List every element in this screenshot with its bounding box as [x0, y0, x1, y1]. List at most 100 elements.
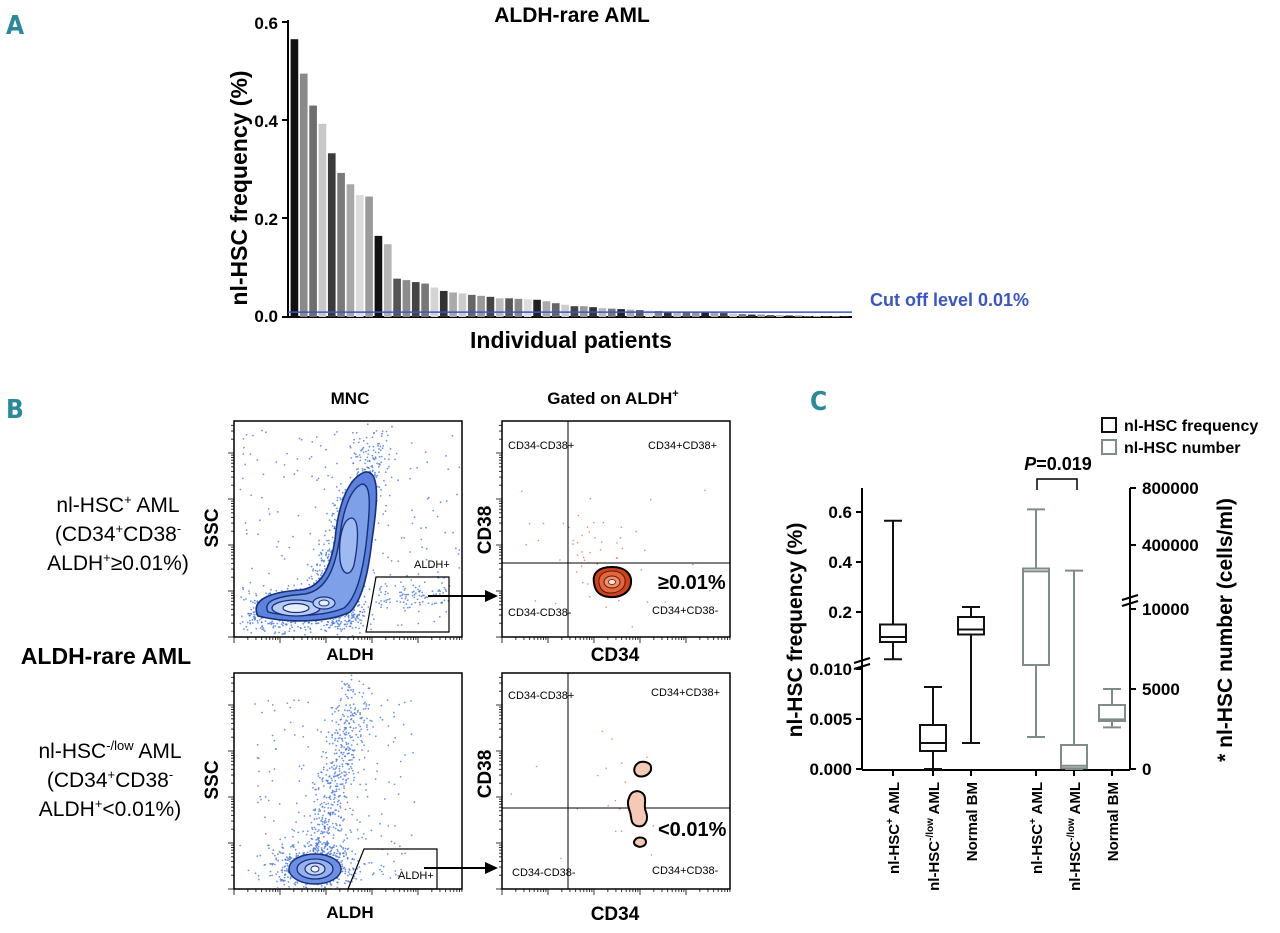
- b-event-dot: [346, 620, 348, 623]
- b-event-dot: [607, 804, 609, 807]
- b-event-dot: [401, 594, 403, 597]
- b-event-dot: [445, 560, 448, 563]
- b-event-dot: [313, 832, 316, 834]
- b-event-dot: [357, 837, 360, 840]
- b-event-dot: [270, 588, 272, 591]
- b-event-dot: [276, 511, 279, 513]
- a-bar: [719, 313, 728, 317]
- b-event-dot: [271, 622, 273, 625]
- b-event-dot: [367, 687, 370, 690]
- c-y-axis-right-label: * nl-HSC number (cells/ml): [1214, 498, 1237, 762]
- b-event-dot: [361, 836, 363, 839]
- b-event-dot: [368, 862, 371, 864]
- b-event-dot: [384, 471, 387, 473]
- b-event-dot: [329, 893, 331, 895]
- b-event-dot: [377, 522, 380, 524]
- b-event-dot: [291, 828, 294, 831]
- b-event-dot: [331, 734, 334, 736]
- b-event-dot: [378, 594, 380, 597]
- b-event-dot: [300, 583, 303, 585]
- b-event-dot: [369, 719, 372, 722]
- b-event-dot: [336, 625, 339, 628]
- b-event-dot: [242, 588, 245, 591]
- b-event-dot: [244, 522, 247, 524]
- b-event-dot: [298, 437, 301, 440]
- b-event-dot: [400, 581, 402, 583]
- b-event-dot: [245, 529, 248, 531]
- b-arrow-top-head: [485, 590, 498, 602]
- b-event-dot: [273, 709, 276, 712]
- a-bar: [561, 304, 569, 317]
- b-event-dot: [602, 521, 605, 524]
- b-event-dot: [458, 549, 461, 551]
- b-event-dot: [329, 785, 332, 788]
- b-event-dot: [387, 825, 390, 827]
- b-event-dot: [345, 636, 348, 637]
- b-event-dot: [426, 498, 429, 500]
- b-event-dot: [370, 862, 373, 864]
- b-event-dot: [312, 570, 314, 572]
- b-event-dot: [281, 871, 284, 873]
- b-event-dot: [354, 853, 357, 855]
- b-event-dot: [244, 463, 247, 466]
- b-event-dot: [388, 494, 391, 497]
- b-event-dot: [377, 465, 380, 468]
- b-event-dot: [359, 711, 361, 714]
- b-event-dot: [308, 577, 311, 579]
- b-event-dot: [350, 674, 353, 677]
- b-event-dot: [374, 735, 377, 738]
- b-event-dot: [341, 680, 343, 683]
- b-event-dot: [322, 814, 324, 817]
- b-event-dot: [390, 476, 393, 479]
- panel-a-letter: A: [6, 11, 24, 41]
- b-event-dot: [319, 551, 322, 554]
- b-event-dot: [357, 621, 360, 624]
- b-event-dot: [287, 857, 289, 860]
- b-event-dot: [350, 862, 352, 864]
- b-event-dot: [267, 799, 270, 802]
- b-event-dot: [410, 442, 413, 444]
- b-event-dot: [363, 610, 366, 613]
- b-event-dot: [272, 849, 275, 852]
- b-event-dot: [323, 624, 325, 627]
- b-event-dot: [340, 783, 343, 786]
- b-event-dot: [284, 623, 287, 626]
- b-event-dot: [394, 870, 397, 872]
- b-event-dot: [352, 739, 355, 742]
- b-event-dot: [245, 532, 248, 535]
- b-event-dot: [356, 819, 359, 821]
- b-event-dot: [418, 590, 420, 593]
- b-event-dot: [347, 732, 350, 735]
- panel-c-letter: C: [810, 387, 827, 417]
- b-event-dot: [445, 455, 447, 457]
- b-event-dot: [346, 753, 349, 755]
- b-row2-line3: ALDH+<0.01%): [39, 796, 181, 821]
- b-event-dot: [437, 590, 439, 592]
- b-event-dot: [333, 527, 336, 530]
- b-event-dot: [246, 621, 249, 624]
- b-event-dot: [418, 594, 421, 597]
- a-bar: [318, 123, 327, 318]
- b-event-dot: [351, 763, 353, 765]
- b-event-dot: [365, 436, 368, 439]
- b-event-dot: [358, 618, 361, 621]
- b-event-dot: [339, 776, 342, 778]
- b-event-dot: [411, 594, 414, 597]
- b-event-dot: [260, 798, 262, 801]
- c-ltick-0.2: 0.2: [828, 603, 852, 622]
- b-event-dot: [376, 762, 379, 765]
- b-event-dot: [325, 551, 328, 554]
- b-event-dot: [353, 749, 356, 751]
- b-event-dot: [366, 460, 369, 462]
- b-event-dot: [337, 796, 340, 798]
- b-event-dot: [397, 560, 400, 563]
- b-event-dot: [386, 853, 389, 855]
- b-event-dot: [271, 780, 274, 782]
- b-event-dot: [562, 522, 565, 525]
- b-event-dot: [372, 445, 375, 448]
- b-event-dot: [426, 596, 429, 599]
- b-event-dot: [284, 869, 286, 872]
- b-event-dot: [323, 719, 326, 722]
- b-event-dot: [334, 813, 336, 816]
- c-cat-0: nl-HSC+ AML: [885, 782, 903, 874]
